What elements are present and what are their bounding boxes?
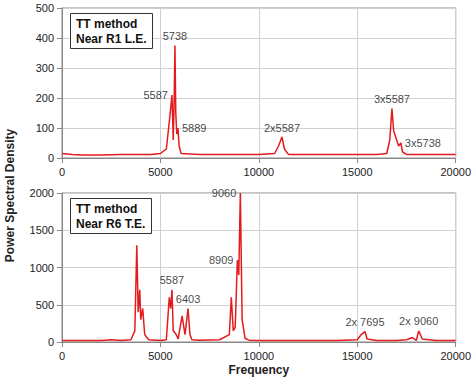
- svg-text:1500: 1500: [30, 224, 54, 236]
- svg-text:2000: 2000: [30, 187, 54, 199]
- svg-text:20000: 20000: [440, 350, 471, 362]
- svg-text:2x5587: 2x5587: [264, 122, 300, 134]
- svg-text:Power Spectral Density: Power Spectral Density: [3, 128, 17, 262]
- svg-text:Near R1 L.E.: Near R1 L.E.: [76, 32, 147, 46]
- svg-text:2x 9060: 2x 9060: [399, 315, 438, 327]
- svg-text:20000: 20000: [440, 166, 471, 178]
- svg-text:15000: 15000: [342, 166, 373, 178]
- svg-text:500: 500: [36, 299, 54, 311]
- svg-text:3x5587: 3x5587: [374, 93, 410, 105]
- svg-text:0: 0: [59, 350, 65, 362]
- svg-text:5587: 5587: [143, 89, 167, 101]
- svg-text:0: 0: [48, 336, 54, 348]
- svg-text:9060: 9060: [212, 187, 236, 199]
- svg-text:300: 300: [36, 62, 54, 74]
- svg-text:10000: 10000: [244, 166, 275, 178]
- svg-text:8909: 8909: [209, 254, 233, 266]
- svg-text:Near R6 T.E.: Near R6 T.E.: [76, 217, 145, 231]
- svg-text:500: 500: [36, 2, 54, 14]
- svg-text:0: 0: [48, 152, 54, 164]
- svg-text:Frequency: Frequency: [229, 363, 290, 377]
- svg-text:5889: 5889: [182, 122, 206, 134]
- svg-text:6403: 6403: [176, 293, 200, 305]
- svg-text:200: 200: [36, 92, 54, 104]
- svg-text:2x 7695: 2x 7695: [345, 316, 384, 328]
- svg-text:1000: 1000: [30, 262, 54, 274]
- svg-text:3x5738: 3x5738: [405, 137, 441, 149]
- svg-text:100: 100: [36, 122, 54, 134]
- svg-text:5000: 5000: [148, 350, 172, 362]
- svg-text:TT method: TT method: [76, 202, 137, 216]
- svg-text:TT method: TT method: [76, 17, 137, 31]
- svg-text:15000: 15000: [342, 350, 373, 362]
- svg-text:5587: 5587: [160, 274, 184, 286]
- svg-text:400: 400: [36, 32, 54, 44]
- svg-text:10000: 10000: [244, 350, 275, 362]
- svg-text:0: 0: [59, 166, 65, 178]
- svg-text:5000: 5000: [148, 166, 172, 178]
- svg-text:5738: 5738: [163, 30, 187, 42]
